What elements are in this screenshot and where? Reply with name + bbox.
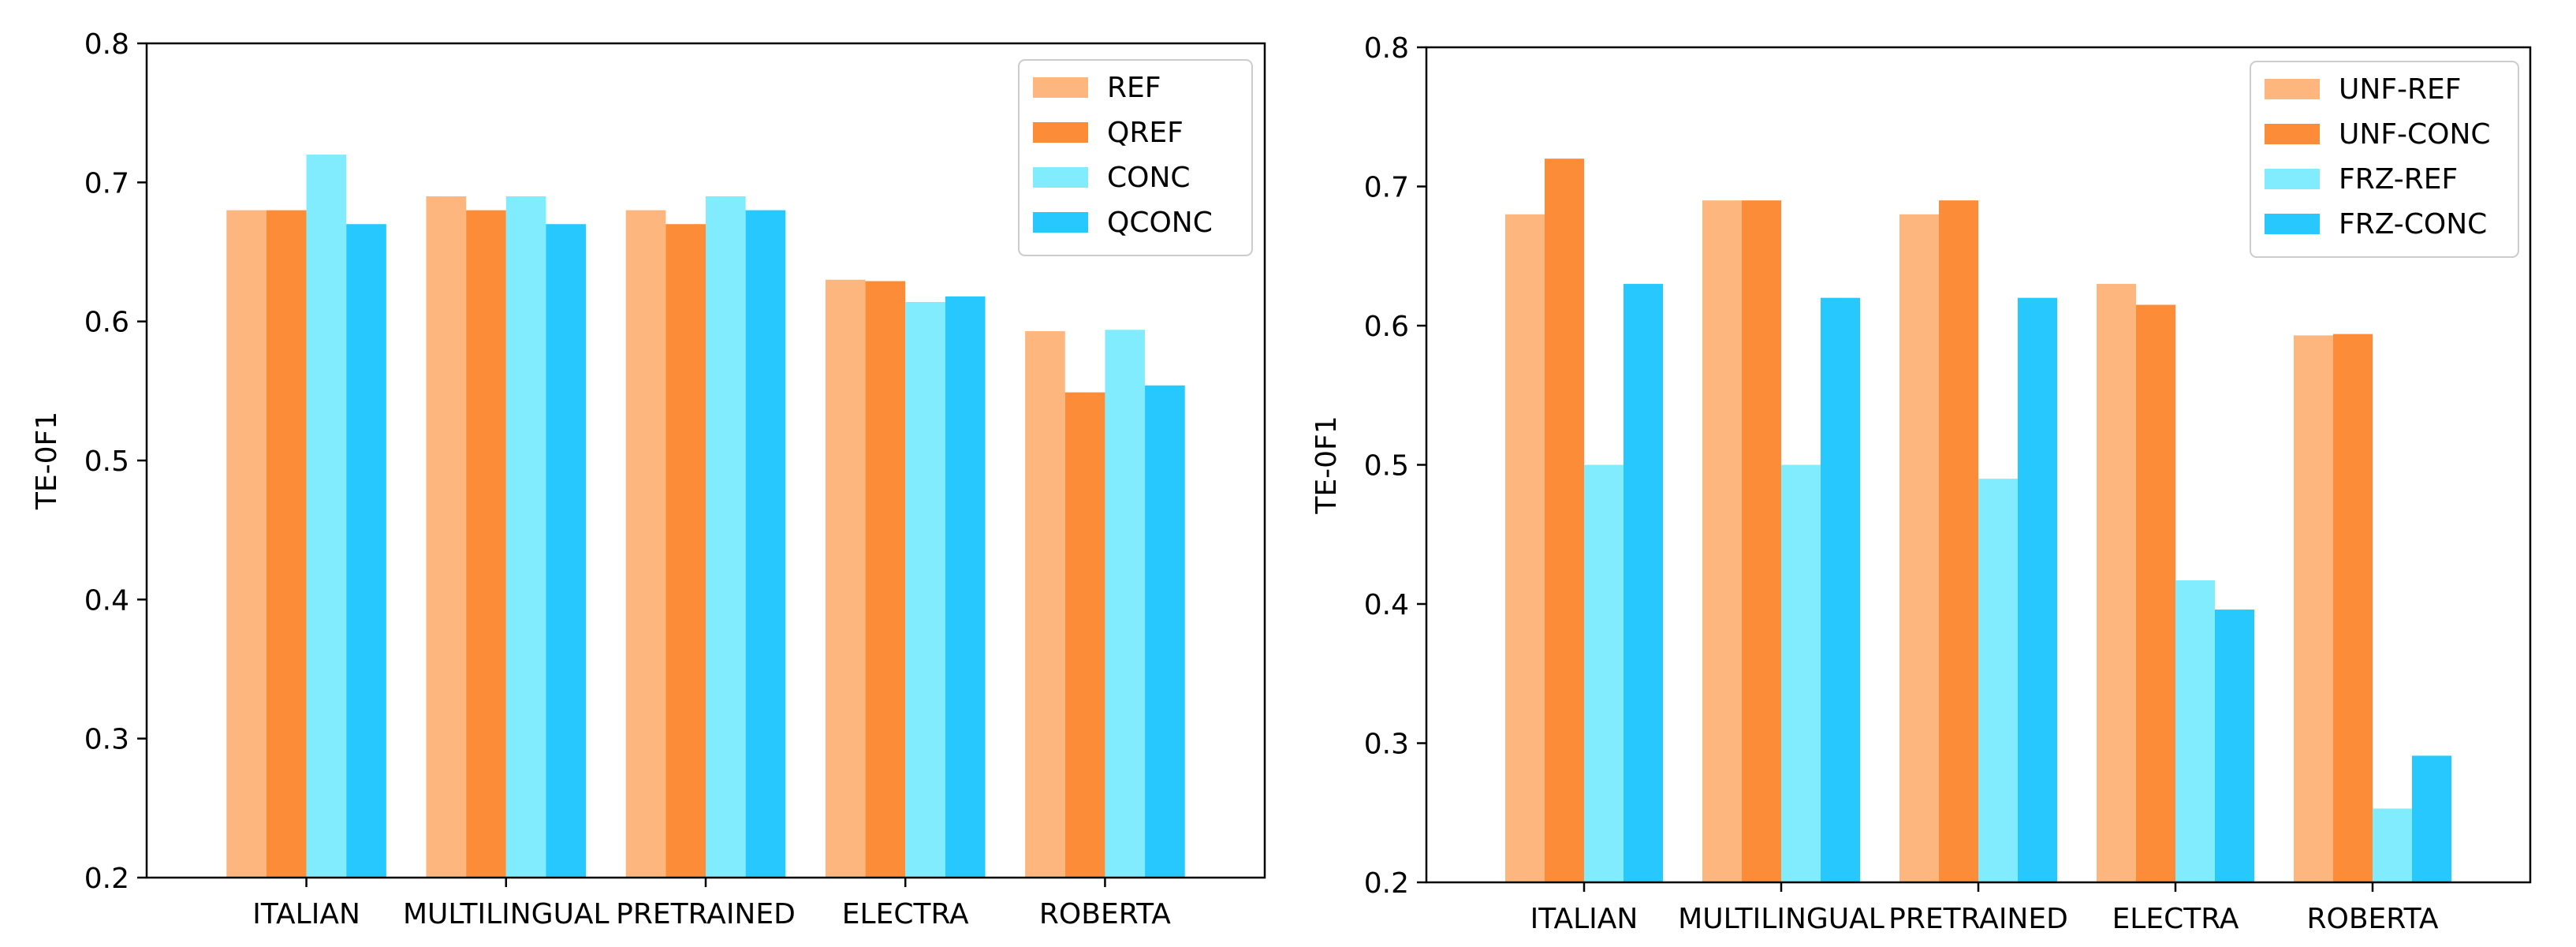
legend-box xyxy=(1018,59,1253,256)
bar-qconc-pretrained xyxy=(745,210,786,878)
legend-swatch-unf-conc xyxy=(2265,124,2320,144)
legend-swatch-frz-ref xyxy=(2265,169,2320,189)
bar-ref-roberta xyxy=(1025,331,1065,878)
y-tick-label: 0.2 xyxy=(84,863,129,895)
legend-label-qconc: QCONC xyxy=(1107,207,1213,239)
bar-frz-ref-electra xyxy=(2175,580,2215,882)
y-tick-label: 0.3 xyxy=(1364,729,1409,761)
legend-label-unf-conc: UNF-CONC xyxy=(2339,118,2491,151)
bar-conc-roberta xyxy=(1105,330,1146,878)
legend: REF QREF CONC QCONC xyxy=(1018,59,1253,256)
bar-frz-conc-italian xyxy=(1624,284,1663,882)
bar-conc-multilingual xyxy=(505,196,546,878)
bar-qref-italian xyxy=(266,210,307,878)
bar-frz-conc-pretrained xyxy=(2018,297,2057,882)
bar-conc-pretrained xyxy=(706,196,746,878)
legend-label-frz-ref: FRZ-REF xyxy=(2339,163,2458,196)
bar-frz-ref-multilingual xyxy=(1781,464,1821,882)
bar-frz-ref-italian xyxy=(1584,464,1624,882)
x-tick-label-italian: ITALIAN xyxy=(1530,903,1638,935)
bar-unf-conc-italian xyxy=(1545,158,1584,882)
bar-qref-pretrained xyxy=(665,224,706,878)
x-tick-label-electra: ELECTRA xyxy=(2112,903,2239,935)
left-bar-chart: 0.2 0.3 0.4 0.5 0.6 0.7 0.8 ITALIAN MULTILINGUAL… xyxy=(31,28,1266,930)
x-tick-label-roberta: ROBERTA xyxy=(1039,898,1171,930)
x-tick-label-electra: ELECTRA xyxy=(842,898,969,930)
bar-unf-conc-roberta xyxy=(2333,334,2373,883)
legend-label-conc: CONC xyxy=(1107,162,1191,194)
y-axis-label: TE-0F1 xyxy=(31,412,63,510)
bar-frz-ref-roberta xyxy=(2373,808,2412,882)
y-tick-label: 0.7 xyxy=(1364,172,1409,204)
y-tick-label: 0.3 xyxy=(84,724,129,756)
y-tick-label: 0.5 xyxy=(84,446,129,478)
y-axis-label: TE-0F1 xyxy=(1310,416,1343,514)
bar-ref-multilingual xyxy=(426,196,467,878)
bar-frz-conc-electra xyxy=(2215,610,2254,882)
bar-qref-multilingual xyxy=(466,210,506,878)
y-tick-label: 0.2 xyxy=(1364,867,1409,900)
legend: UNF-REF UNF-CONC FRZ-REF FRZ-CONC xyxy=(2250,61,2519,258)
bar-ref-pretrained xyxy=(625,210,666,878)
bar-qref-roberta xyxy=(1064,392,1105,878)
right-bar-chart: 0.2 0.3 0.4 0.5 0.6 0.7 0.8 ITALIAN MULTILINGUAL… xyxy=(1310,32,2532,935)
legend-label-frz-conc: FRZ-CONC xyxy=(2339,208,2487,240)
legend-swatch-frz-conc xyxy=(2265,214,2320,234)
x-tick-label-italian: ITALIAN xyxy=(252,898,360,930)
y-tick-label: 0.6 xyxy=(1364,311,1409,343)
bar-frz-conc-roberta xyxy=(2412,755,2451,882)
bar-frz-ref-pretrained xyxy=(1978,479,2018,882)
y-tick-label: 0.4 xyxy=(84,584,129,617)
bar-qref-electra xyxy=(865,281,906,878)
bar-unf-ref-electra xyxy=(2097,284,2136,882)
x-tick-label-multilingual: MULTILINGUAL xyxy=(1678,903,1884,935)
bar-qconc-roberta xyxy=(1145,385,1185,878)
bar-qconc-multilingual xyxy=(546,224,587,878)
legend-box xyxy=(2250,61,2519,258)
bar-unf-ref-italian xyxy=(1505,214,1545,882)
y-tick-label: 0.6 xyxy=(84,307,129,339)
legend-swatch-unf-ref xyxy=(2265,79,2320,99)
bar-unf-ref-pretrained xyxy=(1899,214,1939,882)
x-tick-label-multilingual: MULTILINGUAL xyxy=(403,898,610,930)
x-tick-label-pretrained: PRETRAINED xyxy=(616,898,796,930)
legend-swatch-qref xyxy=(1033,122,1088,143)
bar-qconc-electra xyxy=(945,296,986,878)
legend-swatch-qconc xyxy=(1033,212,1088,233)
bar-unf-ref-roberta xyxy=(2294,335,2333,882)
x-tick-label-pretrained: PRETRAINED xyxy=(1888,903,2068,935)
bar-unf-conc-electra xyxy=(2136,304,2175,882)
y-tick-label: 0.8 xyxy=(84,28,129,61)
y-tick-label: 0.7 xyxy=(84,167,129,199)
bar-unf-conc-multilingual xyxy=(1742,200,1781,882)
legend-label-ref: REF xyxy=(1107,72,1161,104)
legend-label-qref: QREF xyxy=(1107,117,1184,149)
legend-label-unf-ref: UNF-REF xyxy=(2339,73,2461,106)
legend-swatch-ref xyxy=(1033,77,1088,98)
bar-ref-italian xyxy=(226,210,267,878)
bar-unf-ref-multilingual xyxy=(1702,200,1742,882)
x-tick-label-roberta: ROBERTA xyxy=(2306,903,2438,935)
y-tick-label: 0.5 xyxy=(1364,450,1409,483)
bar-conc-electra xyxy=(905,301,945,878)
y-tick-label: 0.8 xyxy=(1364,32,1409,65)
bar-frz-conc-multilingual xyxy=(1821,297,1860,882)
bar-conc-italian xyxy=(306,155,347,878)
bar-ref-electra xyxy=(825,279,866,878)
y-tick-label: 0.4 xyxy=(1364,589,1409,621)
bar-qconc-italian xyxy=(346,224,386,878)
bar-unf-conc-pretrained xyxy=(1939,200,1978,882)
legend-swatch-conc xyxy=(1033,167,1088,188)
